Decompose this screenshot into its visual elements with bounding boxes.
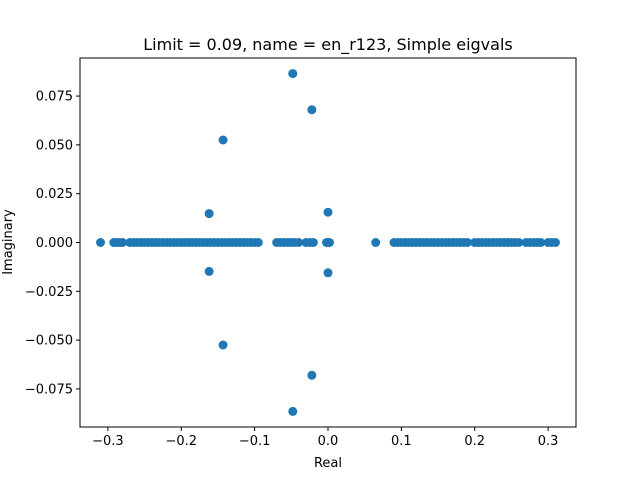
y-axis-label: Imaginary bbox=[1, 209, 16, 275]
x-tick-label: −0.2 bbox=[165, 434, 197, 449]
data-point bbox=[118, 238, 128, 247]
data-point bbox=[323, 268, 333, 278]
data-point bbox=[371, 238, 381, 247]
y-tick-label: −0.025 bbox=[25, 285, 73, 300]
y-tick-label: 0.025 bbox=[36, 187, 73, 202]
data-point bbox=[218, 340, 228, 350]
data-point bbox=[288, 69, 298, 79]
x-axis-ticks: −0.3 −0.2 −0.1 0.0 0.1 0.2 0.3 bbox=[92, 427, 558, 449]
data-point bbox=[253, 238, 263, 247]
x-tick-label: −0.3 bbox=[92, 434, 124, 449]
data-point bbox=[204, 209, 214, 219]
x-axis-label: Real bbox=[314, 456, 342, 471]
y-tick-label: 0.075 bbox=[36, 90, 73, 105]
x-tick-label: 0.3 bbox=[538, 434, 559, 449]
y-tick-label: −0.050 bbox=[25, 334, 73, 349]
y-axis-ticks: 0.075 0.050 0.025 0.000 −0.025 −0.050 −0.075 bbox=[25, 90, 80, 397]
chart-title: Limit = 0.09, name = en_r123, Simple eig… bbox=[143, 35, 512, 55]
data-point bbox=[218, 135, 228, 145]
data-point bbox=[514, 238, 524, 247]
y-tick-label: −0.075 bbox=[25, 382, 73, 397]
x-tick-label: 0.1 bbox=[391, 434, 412, 449]
data-point bbox=[324, 238, 334, 247]
data-point bbox=[294, 238, 304, 247]
data-point bbox=[536, 238, 546, 247]
y-tick-label: 0.000 bbox=[36, 236, 73, 251]
data-point bbox=[308, 238, 318, 247]
x-tick-label: 0.0 bbox=[318, 434, 339, 449]
data-point bbox=[307, 105, 317, 115]
y-tick-label: 0.050 bbox=[36, 138, 73, 153]
data-point bbox=[288, 406, 298, 416]
data-point bbox=[307, 370, 317, 380]
data-point bbox=[323, 207, 333, 217]
data-point bbox=[204, 266, 214, 276]
data-point bbox=[462, 238, 472, 247]
x-tick-label: −0.1 bbox=[239, 434, 271, 449]
data-point bbox=[550, 238, 560, 247]
x-tick-label: 0.2 bbox=[464, 434, 485, 449]
data-points bbox=[96, 69, 560, 416]
data-point bbox=[96, 238, 106, 247]
